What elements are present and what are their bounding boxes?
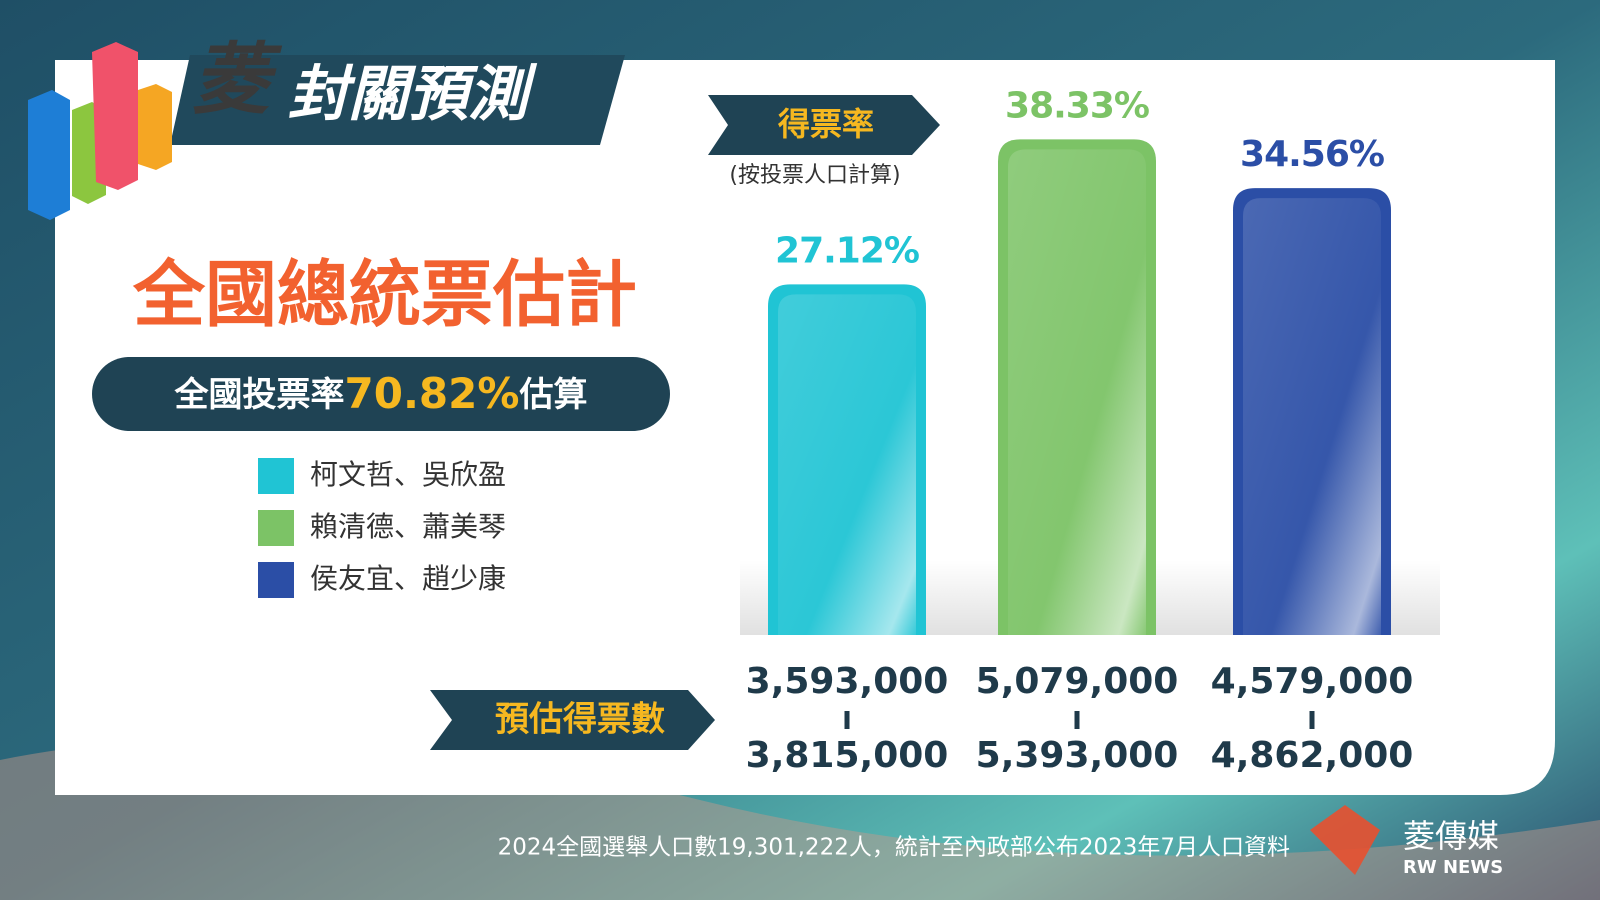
headline: 全國總統票估計 [132,253,637,337]
brand: 菱 [192,35,283,125]
legend-label: 賴清德、蕭美琴 [310,510,506,543]
votes-banner [430,690,715,750]
votes-low: 4,579,000 [1211,661,1414,702]
logo-bars [28,42,172,220]
votes-high: 4,862,000 [1211,735,1414,776]
rate-banner [708,95,940,155]
value-label: 27.12% [775,230,919,271]
title-banner [170,55,625,145]
value-label: 38.33% [1005,85,1149,126]
votes-low: 5,079,000 [976,661,1179,702]
turnout-prefix: 全國投票率 [174,375,345,415]
title: 封關預測 [288,60,538,130]
logo-sub: RW NEWS [1403,857,1503,878]
bar-highlight [1243,198,1381,635]
votes-separator [1309,711,1315,729]
votes-separator [1074,711,1080,729]
votes-label: 預估得票數 [495,700,665,740]
logo-name: 菱傳媒 [1403,817,1499,855]
legend-label: 侯友宜、趙少康 [310,562,506,595]
legend-swatch [258,458,294,494]
turnout: 全國投票率70.82%估算 [174,369,588,418]
votes-high: 5,393,000 [976,735,1179,776]
legend-swatch [258,510,294,546]
votes-low: 3,593,000 [746,661,949,702]
votes-high: 3,815,000 [746,735,949,776]
bar-highlight [778,294,916,635]
rate-label: 得票率 [778,105,874,143]
logo-mark [1310,805,1380,875]
votes-separator [844,711,850,729]
footer: 2024全國選舉人口數19,301,222人，統計至內政部公布2023年7月人口… [498,835,1290,861]
turnout-value: 70.82% [345,369,520,418]
turnout-pill [92,357,670,431]
turnout-suffix: 估算 [518,375,587,415]
legend-label: 柯文哲、吳欣盈 [310,458,506,491]
bar-highlight [1008,149,1146,635]
rate-note: (按投票人口計算) [729,163,900,188]
legend-swatch [258,562,294,598]
value-label: 34.56% [1240,134,1384,175]
